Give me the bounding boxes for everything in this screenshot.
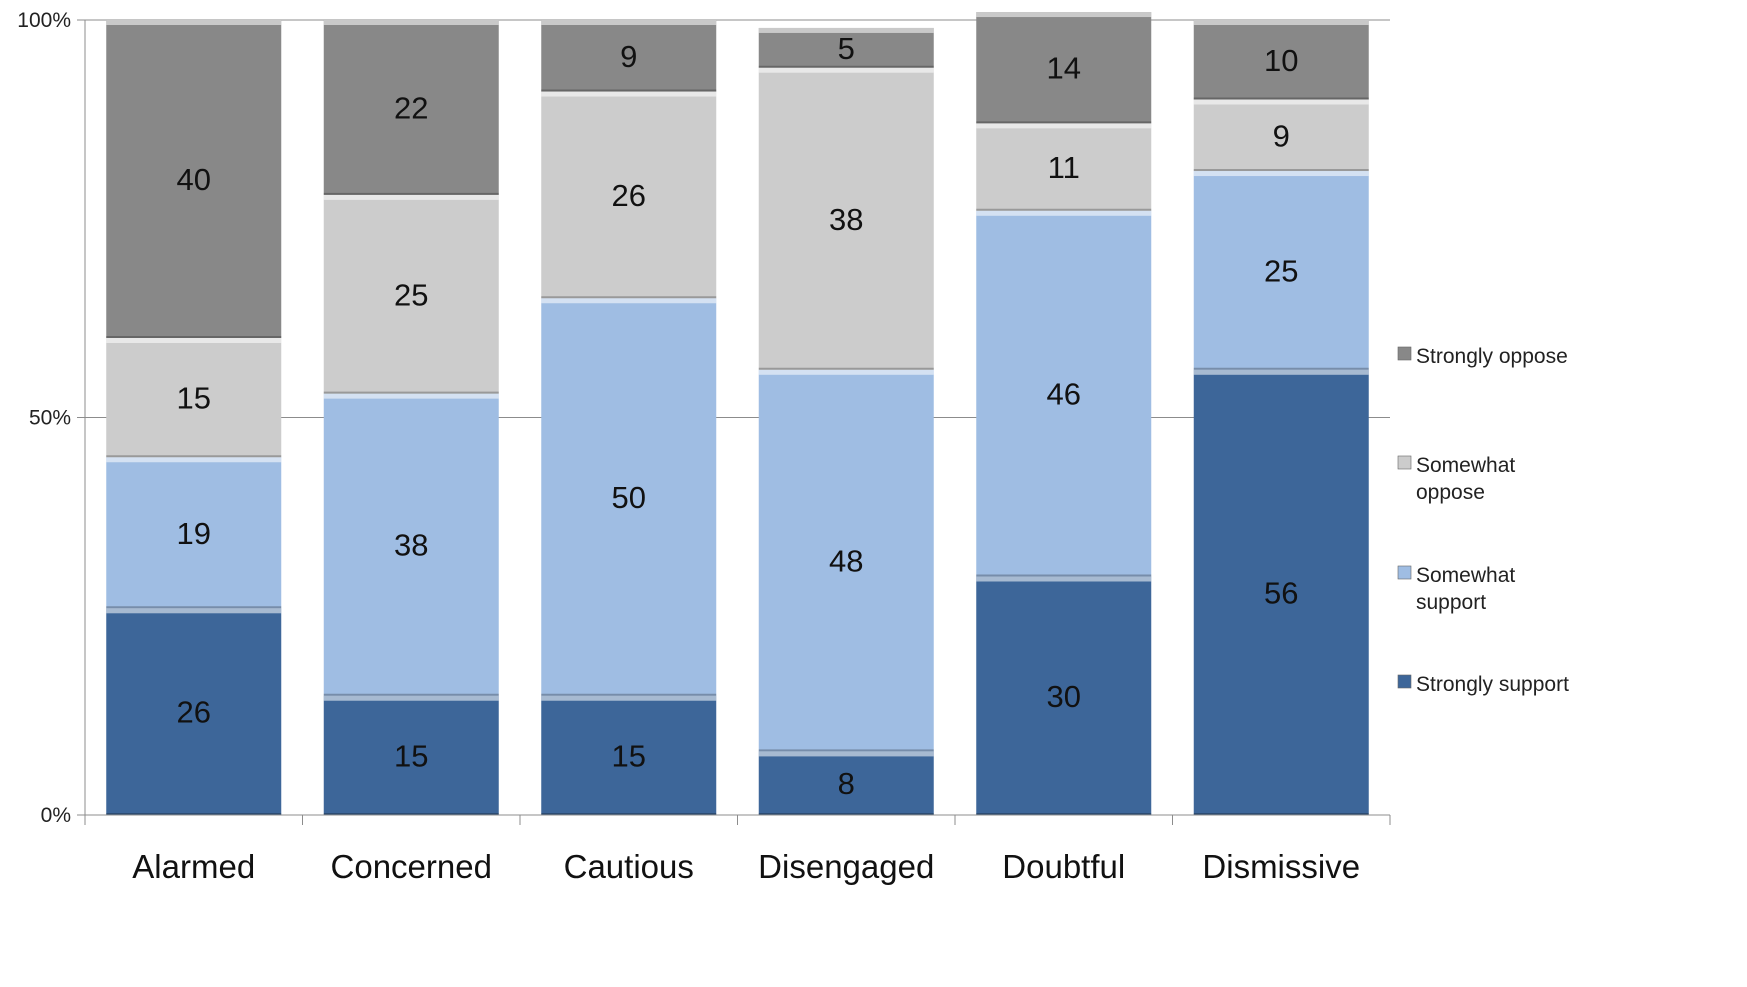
bar-segment-highlight — [541, 695, 717, 701]
bar-segment — [758, 369, 934, 752]
data-label: 46 — [1047, 377, 1081, 412]
category-label: Doubtful — [1002, 848, 1125, 885]
bar-segment-highlight — [758, 751, 934, 757]
category-label: Concerned — [331, 848, 492, 885]
bar-segment — [106, 338, 282, 458]
bar-segment-highlight — [541, 91, 717, 97]
bar-segment — [976, 123, 1152, 211]
data-label: 50 — [612, 480, 646, 515]
bars: 26 19 15 40 15 38 25 22 15 50 26 9 8 48 38 5 30 46 11 14 56 2… — [106, 12, 1369, 815]
bar-segment — [1193, 171, 1369, 370]
data-label: 15 — [612, 738, 646, 773]
data-label: 9 — [1273, 118, 1290, 153]
bar-segment — [323, 393, 499, 696]
bar-segment — [541, 298, 717, 696]
bar-segment-highlight — [541, 298, 717, 304]
bar-segment-highlight — [323, 20, 499, 25]
data-label: 38 — [394, 528, 428, 563]
bar-segment — [976, 576, 1152, 815]
bar-segment — [1193, 20, 1369, 100]
category-label: Dismissive — [1202, 848, 1360, 885]
bar-segment-highlight — [1193, 99, 1369, 105]
legend-label: support — [1416, 591, 1486, 614]
data-label: 40 — [177, 162, 211, 197]
bar-segment-highlight — [106, 20, 282, 25]
data-label: 56 — [1264, 575, 1298, 610]
data-label: 9 — [620, 39, 637, 74]
y-tick-label: 50% — [29, 407, 71, 430]
y-tick-label: 100% — [17, 9, 71, 32]
legend-swatch — [1397, 565, 1412, 580]
bar-segment-highlight — [1193, 369, 1369, 375]
bar-segment — [106, 20, 282, 338]
bar-segment — [976, 12, 1152, 124]
data-label: 19 — [177, 516, 211, 551]
bar-segment-highlight — [106, 338, 282, 343]
bar-segment — [541, 20, 717, 92]
bar-segment-highlight — [976, 210, 1152, 216]
bar-segment — [541, 695, 717, 815]
data-label: 38 — [829, 202, 863, 237]
bar-segment — [323, 20, 499, 195]
legend-swatch — [1397, 455, 1412, 470]
legend-label: Somewhat — [1416, 454, 1515, 477]
bar-segment-highlight — [106, 608, 282, 614]
bar-segment — [758, 67, 934, 370]
bar-segment — [758, 27, 934, 68]
bar-segment — [106, 457, 282, 609]
bar-segment-highlight — [976, 576, 1152, 582]
bar-segment-highlight — [976, 12, 1152, 18]
data-label: 8 — [838, 766, 855, 801]
legend-label: Strongly support — [1416, 673, 1569, 696]
legend-label: Somewhat — [1416, 564, 1515, 587]
bar-segment — [541, 91, 717, 299]
data-label: 15 — [177, 381, 211, 416]
data-label: 10 — [1264, 43, 1298, 78]
axes: 0% 50% 100% Alarmed Concerned Cautious Disenga… — [17, 9, 1391, 885]
legend-swatch — [1397, 346, 1412, 361]
data-label: 26 — [177, 695, 211, 730]
bar-segment — [976, 210, 1152, 577]
legend-label: Strongly oppose — [1416, 345, 1568, 368]
bar-segment-highlight — [1193, 171, 1369, 177]
bar-segment — [1193, 369, 1369, 815]
data-label: 25 — [394, 277, 428, 312]
data-label: 48 — [829, 544, 863, 579]
bar-segment-highlight — [758, 27, 934, 33]
data-label: 11 — [1048, 150, 1080, 185]
bar-segment-highlight — [106, 457, 282, 463]
data-label: 5 — [838, 31, 855, 66]
category-label: Cautious — [564, 848, 694, 885]
y-tick-label: 0% — [41, 804, 71, 827]
legend-swatch — [1397, 674, 1412, 689]
bar-segment-highlight — [758, 67, 934, 73]
bar-segment — [323, 194, 499, 394]
data-label: 30 — [1047, 679, 1081, 714]
bar-segment — [758, 751, 934, 815]
data-label: 25 — [1264, 253, 1298, 288]
category-label: Alarmed — [132, 848, 255, 885]
bar-segment-highlight — [976, 123, 1152, 129]
bar-segment-highlight — [323, 393, 499, 399]
bar-segment — [323, 695, 499, 815]
data-label: 22 — [394, 90, 428, 125]
data-label: 15 — [394, 738, 428, 773]
legend-label: oppose — [1416, 481, 1485, 504]
bar-segment-highlight — [541, 20, 717, 25]
bar-segment-highlight — [1193, 20, 1369, 25]
data-label: 26 — [612, 178, 646, 213]
category-label: Disengaged — [758, 848, 934, 885]
bar-segment — [106, 608, 282, 815]
bar-segment-highlight — [758, 369, 934, 375]
gridlines — [85, 19, 1390, 418]
data-label: 14 — [1047, 51, 1081, 86]
bar-segment-highlight — [323, 194, 499, 200]
bar-segment — [1193, 99, 1369, 172]
legend: Strongly oppose Somewhat oppose Somewhat sup… — [1397, 345, 1569, 696]
bar-segment-highlight — [323, 695, 499, 701]
